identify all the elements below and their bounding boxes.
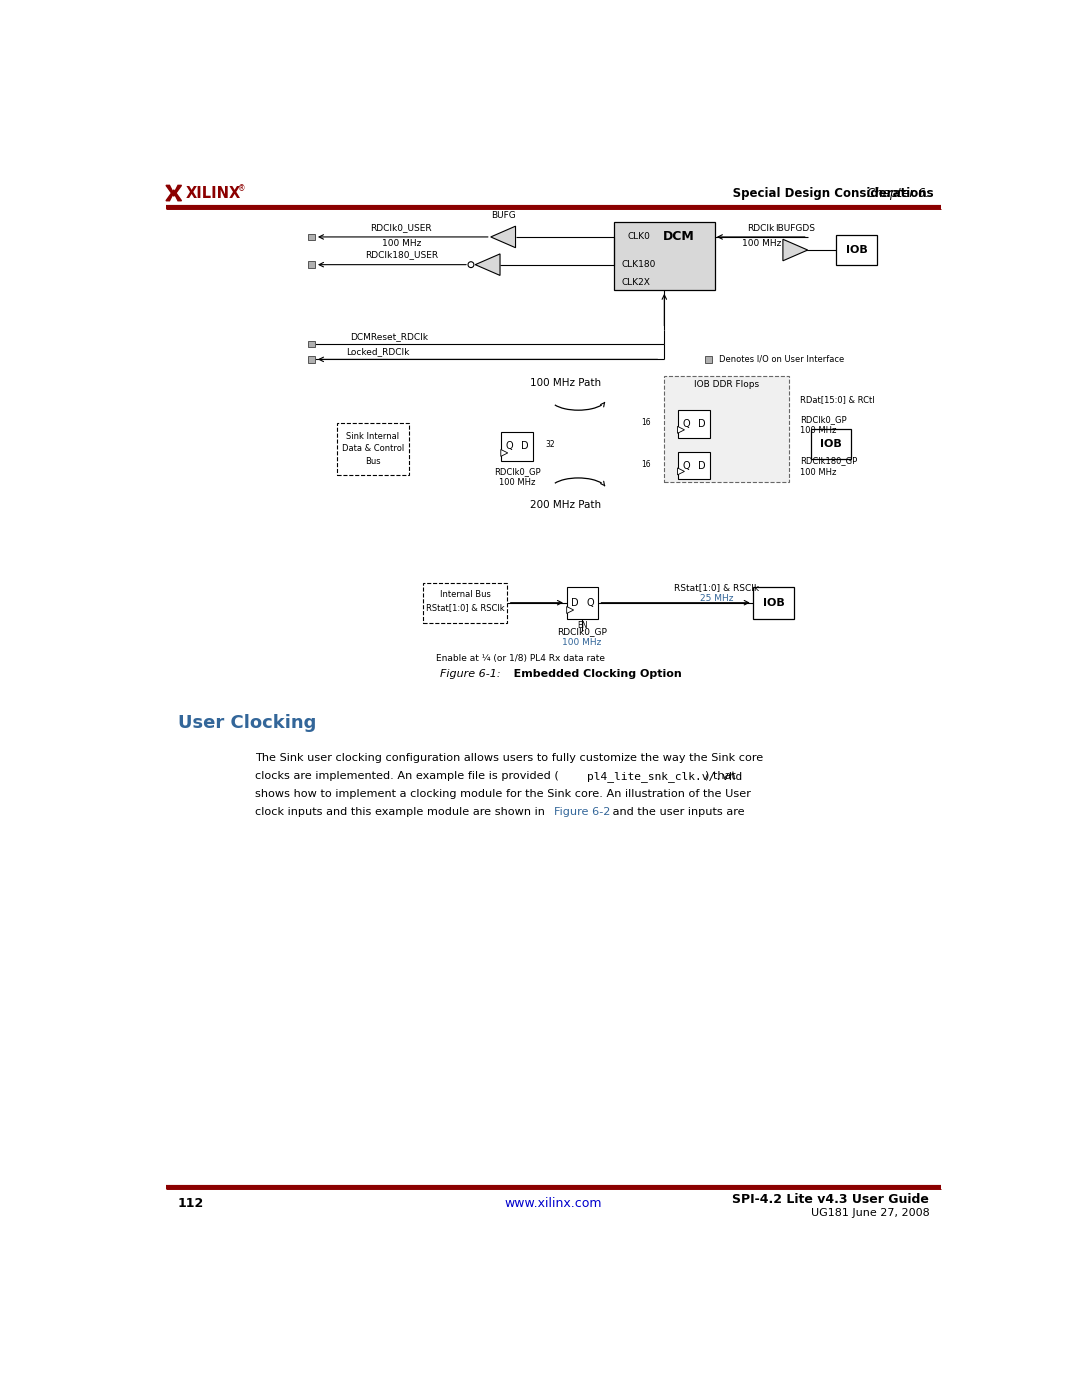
Polygon shape [166, 186, 181, 196]
Text: RStat[1:0] & RSClk: RStat[1:0] & RSClk [674, 583, 759, 592]
Text: CLK2X: CLK2X [622, 278, 650, 286]
Text: Q: Q [586, 598, 594, 608]
Text: Internal Bus: Internal Bus [440, 591, 490, 599]
Bar [423, 583, 507, 623]
Text: ) that: ) that [704, 771, 735, 781]
Bar [754, 587, 794, 619]
Text: ®: ® [239, 184, 246, 193]
Bar [704, 355, 713, 363]
Text: Figure 6-1:: Figure 6-1: [441, 669, 501, 679]
Text: Figure 6-2: Figure 6-2 [554, 807, 610, 817]
Text: 100 MHz: 100 MHz [800, 426, 836, 436]
Text: IOB DDR Flops: IOB DDR Flops [693, 380, 759, 388]
Text: RDClk0_GP: RDClk0_GP [800, 415, 847, 423]
Text: Chapter 6:: Chapter 6: [867, 187, 933, 200]
Circle shape [468, 261, 474, 268]
Text: 25 MHz: 25 MHz [700, 594, 733, 604]
Text: BUFG: BUFG [490, 211, 515, 219]
Text: User Clocking: User Clocking [177, 714, 316, 732]
Polygon shape [783, 239, 808, 261]
Text: 112: 112 [177, 1197, 204, 1210]
Text: 200 MHz Path: 200 MHz Path [529, 500, 600, 510]
Text: DCM: DCM [662, 231, 694, 243]
Text: RDClk0_GP: RDClk0_GP [494, 467, 540, 476]
Polygon shape [490, 226, 515, 247]
Bar [663, 376, 789, 482]
Text: and the user inputs are: and the user inputs are [608, 807, 744, 817]
Text: 16: 16 [642, 460, 651, 468]
Text: D: D [698, 461, 705, 471]
Bar [501, 432, 534, 461]
Text: RDClk180_GP: RDClk180_GP [800, 457, 858, 465]
Bar [613, 222, 715, 291]
Text: D: D [570, 598, 578, 608]
Text: DCMReset_RDClk: DCMReset_RDClk [350, 331, 429, 341]
Text: www.xilinx.com: www.xilinx.com [504, 1197, 603, 1210]
Bar [337, 422, 409, 475]
Text: 16: 16 [642, 418, 651, 427]
Text: D: D [698, 419, 705, 429]
Polygon shape [677, 426, 685, 433]
Bar [677, 451, 710, 479]
Text: Data & Control: Data & Control [341, 444, 404, 453]
Text: Sink Internal: Sink Internal [347, 432, 400, 441]
Text: Enable at ¼ (or 1/8) PL4 Rx data rate: Enable at ¼ (or 1/8) PL4 Rx data rate [436, 654, 606, 662]
Text: 100 MHz: 100 MHz [563, 638, 602, 647]
Text: RDClk180_USER: RDClk180_USER [365, 250, 437, 260]
Text: Denotes I/O on User Interface: Denotes I/O on User Interface [719, 355, 845, 363]
Text: IOB: IOB [820, 439, 841, 448]
Text: EN: EN [577, 622, 588, 630]
Text: XILINX: XILINX [186, 186, 241, 201]
Text: RDClk0_USER: RDClk0_USER [370, 224, 432, 232]
Text: 100 MHz: 100 MHz [381, 239, 421, 249]
Text: 100 MHz Path: 100 MHz Path [529, 379, 600, 388]
Text: 32: 32 [545, 440, 555, 450]
Text: 100 MHz: 100 MHz [742, 239, 781, 249]
Text: Bus: Bus [365, 457, 381, 465]
Text: Embedded Clocking Option: Embedded Clocking Option [502, 669, 683, 679]
Text: IOB: IOB [846, 244, 867, 256]
Bar [567, 587, 597, 619]
Text: clocks are implemented. An example file is provided (: clocks are implemented. An example file … [255, 771, 558, 781]
Text: The Sink user clocking configuration allows users to fully customize the way the: The Sink user clocking configuration all… [255, 753, 764, 763]
Text: Q: Q [683, 419, 690, 429]
Text: 100 MHz: 100 MHz [499, 478, 536, 488]
Bar [836, 236, 877, 264]
Text: Special Design Considerations: Special Design Considerations [678, 187, 933, 200]
Text: RDat[15:0] & RCtl: RDat[15:0] & RCtl [800, 395, 875, 404]
Text: Q: Q [683, 461, 690, 471]
Bar [309, 233, 315, 240]
Bar [309, 341, 315, 348]
Text: RStat[1:0] & RSClk: RStat[1:0] & RSClk [426, 604, 504, 612]
Polygon shape [166, 190, 181, 201]
Polygon shape [567, 606, 573, 613]
Bar [309, 261, 315, 268]
Text: shows how to implement a clocking module for the Sink core. An illustration of t: shows how to implement a clocking module… [255, 789, 751, 799]
Text: IOB: IOB [762, 598, 784, 608]
Bar [309, 356, 315, 363]
Polygon shape [677, 468, 685, 475]
Text: Locked_RDClk: Locked_RDClk [347, 348, 410, 356]
Bar [677, 411, 710, 437]
Bar [811, 429, 851, 458]
Text: clock inputs and this example module are shown in: clock inputs and this example module are… [255, 807, 549, 817]
Text: Q: Q [505, 441, 513, 451]
Text: IBUFGDS: IBUFGDS [775, 224, 815, 233]
Polygon shape [501, 450, 508, 457]
Text: D: D [521, 441, 528, 451]
Polygon shape [475, 254, 500, 275]
Text: pl4_lite_snk_clk.v/.vhd: pl4_lite_snk_clk.v/.vhd [586, 771, 742, 782]
Text: CLK0: CLK0 [627, 232, 651, 242]
Text: CLK180: CLK180 [622, 260, 656, 270]
Text: RDClk: RDClk [747, 224, 774, 233]
Text: 100 MHz: 100 MHz [800, 468, 836, 476]
Text: RDClk0_GP: RDClk0_GP [557, 627, 607, 637]
Text: UG181 June 27, 2008: UG181 June 27, 2008 [811, 1207, 930, 1218]
Text: SPI-4.2 Lite v4.3 User Guide: SPI-4.2 Lite v4.3 User Guide [732, 1193, 930, 1206]
